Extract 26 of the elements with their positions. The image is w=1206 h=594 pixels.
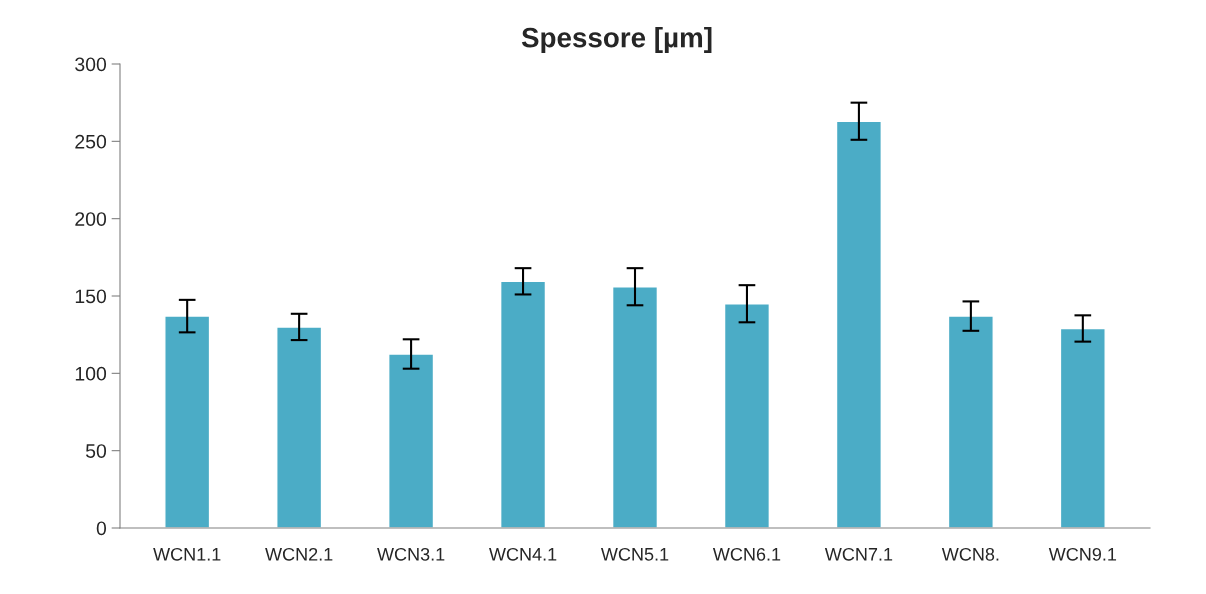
x-tick-label: WCN2.1: [265, 547, 333, 561]
x-tick-label: WCN3.1: [377, 547, 445, 561]
y-tick-label: 100: [75, 366, 107, 381]
y-tick-label: 150: [75, 289, 107, 304]
x-tick-label: WCN7.1: [824, 547, 893, 561]
bar: [723, 303, 771, 528]
bar: [276, 326, 323, 528]
x-tick-label: WCN5.1: [600, 547, 669, 561]
bar: [1059, 327, 1106, 528]
y-tick-label: 50: [85, 444, 107, 458]
y-tick-label: 0: [96, 521, 107, 536]
bar: [835, 120, 882, 528]
y-tick-label: 200: [75, 212, 107, 226]
chart-title: Spessore [µm]: [521, 27, 712, 53]
x-tick-label: WCN6.1: [712, 547, 781, 561]
bar: [499, 280, 547, 528]
x-tick-label: WCN4.1: [489, 547, 557, 561]
x-tick-label: WCN9.1: [1048, 547, 1117, 561]
y-tick-label: 300: [75, 57, 107, 72]
x-tick-label: WCN8.: [941, 547, 999, 561]
bar: [947, 315, 994, 528]
bar: [611, 286, 659, 528]
bar: [388, 353, 435, 528]
x-tick-label: WCN1.1: [153, 547, 221, 561]
y-tick-label: 250: [75, 134, 107, 149]
bar: [164, 315, 211, 528]
